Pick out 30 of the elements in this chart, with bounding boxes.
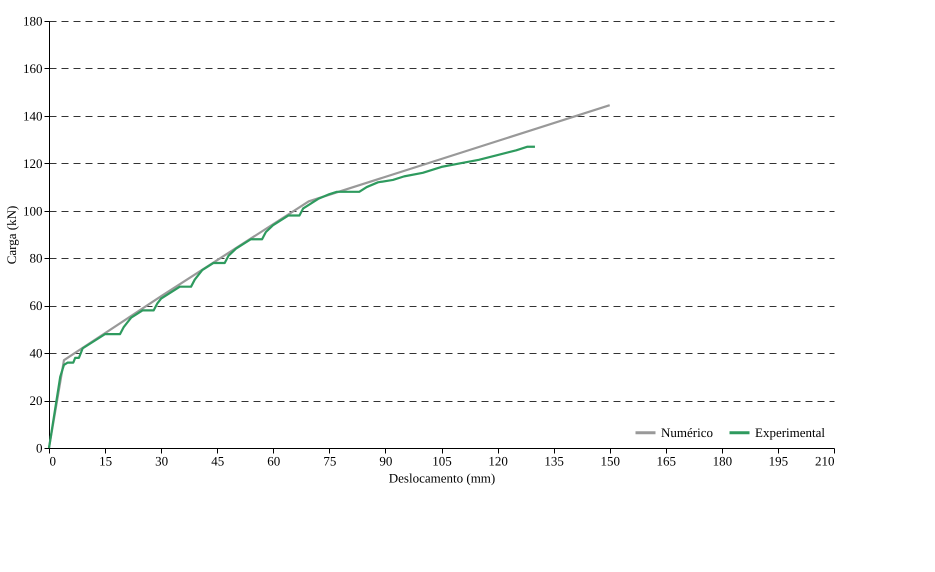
x-tick-label: 195 — [768, 454, 788, 468]
x-tick-label: 30 — [155, 454, 168, 468]
x-tick-label: 210 — [815, 454, 834, 468]
x-tick-label: 15 — [99, 454, 112, 468]
y-axis-title: Carga (kN) — [4, 206, 19, 264]
x-tick-label: 75 — [323, 454, 336, 468]
legend-label: Numérico — [661, 424, 713, 440]
y-tick-label: 100 — [23, 203, 42, 218]
x-tick-label: 135 — [544, 454, 564, 468]
x-tick-label: 60 — [267, 454, 280, 468]
y-tick-label: 80 — [30, 250, 42, 266]
x-tick-label: 45 — [211, 454, 224, 468]
x-tick-label: 150 — [600, 454, 620, 468]
y-tick-label: 40 — [30, 346, 42, 361]
y-tick-label: 120 — [23, 156, 42, 171]
x-axis-title: Deslocamento (mm) — [388, 470, 496, 486]
x-tick-label: 90 — [379, 454, 392, 468]
x-tick-label: 105 — [432, 454, 452, 468]
y-tick-label: 20 — [30, 393, 42, 408]
y-tick-label: 0 — [36, 440, 42, 456]
y-tick-label: 180 — [23, 14, 42, 28]
x-tick-label: 0 — [50, 454, 56, 468]
x-tick-label: 165 — [656, 454, 676, 468]
y-tick-label: 160 — [23, 60, 42, 76]
y-tick-label: 60 — [30, 298, 42, 314]
legend-label: Experimental — [755, 424, 826, 440]
x-tick-label: 120 — [488, 454, 508, 468]
x-tick-label: 180 — [712, 454, 732, 468]
line-series — [48, 146, 536, 450]
y-tick-label: 140 — [23, 108, 42, 124]
